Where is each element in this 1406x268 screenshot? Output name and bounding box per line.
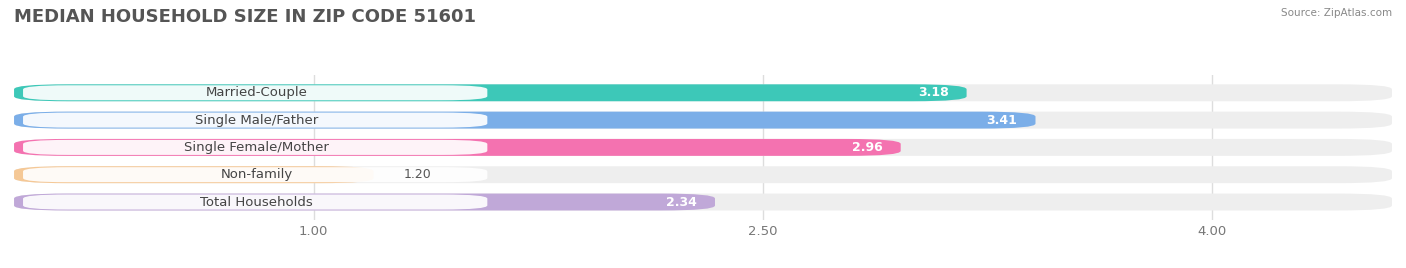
FancyBboxPatch shape	[14, 139, 901, 156]
FancyBboxPatch shape	[14, 84, 1392, 101]
FancyBboxPatch shape	[22, 140, 488, 155]
FancyBboxPatch shape	[14, 112, 1392, 129]
FancyBboxPatch shape	[22, 85, 488, 100]
FancyBboxPatch shape	[22, 113, 488, 128]
FancyBboxPatch shape	[14, 166, 374, 183]
FancyBboxPatch shape	[22, 167, 488, 182]
Text: Total Households: Total Households	[200, 196, 314, 209]
Text: 1.20: 1.20	[404, 168, 432, 181]
FancyBboxPatch shape	[14, 166, 1392, 183]
Text: Single Male/Father: Single Male/Father	[195, 114, 318, 126]
FancyBboxPatch shape	[14, 193, 1392, 210]
Text: 2.34: 2.34	[666, 196, 697, 209]
Text: 3.18: 3.18	[918, 86, 949, 99]
FancyBboxPatch shape	[14, 139, 1392, 156]
Text: Source: ZipAtlas.com: Source: ZipAtlas.com	[1281, 8, 1392, 18]
FancyBboxPatch shape	[14, 112, 1035, 129]
FancyBboxPatch shape	[14, 84, 966, 101]
Text: 2.96: 2.96	[852, 141, 883, 154]
FancyBboxPatch shape	[14, 193, 716, 210]
Text: 3.41: 3.41	[987, 114, 1018, 126]
Text: Non-family: Non-family	[221, 168, 292, 181]
FancyBboxPatch shape	[22, 195, 488, 210]
Text: Single Female/Mother: Single Female/Mother	[184, 141, 329, 154]
Text: MEDIAN HOUSEHOLD SIZE IN ZIP CODE 51601: MEDIAN HOUSEHOLD SIZE IN ZIP CODE 51601	[14, 8, 477, 26]
Text: Married-Couple: Married-Couple	[205, 86, 308, 99]
